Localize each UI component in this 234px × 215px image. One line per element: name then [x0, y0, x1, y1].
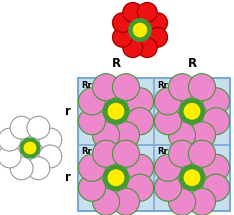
Circle shape	[112, 140, 139, 167]
Circle shape	[127, 108, 154, 135]
Circle shape	[20, 138, 40, 158]
Text: r: r	[65, 105, 71, 118]
Circle shape	[27, 116, 50, 139]
Circle shape	[103, 98, 129, 124]
Circle shape	[137, 38, 157, 57]
Text: Rr: Rr	[81, 147, 92, 157]
Circle shape	[113, 27, 132, 47]
Text: R: R	[187, 57, 197, 70]
Circle shape	[154, 174, 182, 201]
Circle shape	[113, 13, 132, 33]
Circle shape	[148, 13, 168, 33]
Circle shape	[168, 122, 196, 149]
Circle shape	[168, 74, 196, 101]
Text: r: r	[65, 171, 71, 184]
Circle shape	[154, 108, 182, 135]
Circle shape	[78, 108, 106, 135]
Circle shape	[23, 141, 37, 155]
Circle shape	[202, 154, 230, 181]
Circle shape	[127, 174, 154, 201]
Text: Rr: Rr	[81, 81, 92, 90]
Circle shape	[168, 188, 196, 215]
Circle shape	[188, 140, 216, 167]
Circle shape	[188, 188, 216, 215]
Circle shape	[112, 74, 139, 101]
Circle shape	[148, 27, 168, 47]
Circle shape	[154, 88, 182, 115]
Text: R: R	[111, 57, 121, 70]
Circle shape	[92, 188, 120, 215]
Circle shape	[123, 38, 143, 57]
Circle shape	[107, 169, 125, 187]
Circle shape	[10, 157, 33, 180]
Circle shape	[112, 188, 139, 215]
Circle shape	[127, 154, 154, 181]
Bar	[78, 78, 230, 211]
Circle shape	[78, 88, 106, 115]
Text: Rr: Rr	[157, 147, 168, 157]
Circle shape	[202, 88, 230, 115]
Circle shape	[92, 122, 120, 149]
Circle shape	[188, 74, 216, 101]
Circle shape	[202, 108, 230, 135]
Circle shape	[27, 157, 50, 180]
Circle shape	[202, 174, 230, 201]
Circle shape	[188, 122, 216, 149]
Circle shape	[0, 128, 21, 151]
Circle shape	[107, 102, 125, 120]
Circle shape	[132, 22, 148, 38]
Circle shape	[92, 140, 120, 167]
Circle shape	[123, 3, 143, 22]
Circle shape	[128, 18, 152, 41]
Circle shape	[179, 165, 205, 191]
Circle shape	[168, 140, 196, 167]
Circle shape	[92, 74, 120, 101]
Circle shape	[78, 154, 106, 181]
Circle shape	[154, 154, 182, 181]
Circle shape	[78, 174, 106, 201]
Circle shape	[179, 98, 205, 124]
Circle shape	[127, 88, 154, 115]
Circle shape	[183, 102, 201, 120]
Circle shape	[183, 169, 201, 187]
Text: Rr: Rr	[157, 81, 168, 90]
Circle shape	[103, 165, 129, 191]
Circle shape	[112, 122, 139, 149]
Circle shape	[39, 145, 62, 168]
Circle shape	[10, 116, 33, 139]
Circle shape	[0, 145, 21, 168]
Circle shape	[137, 3, 157, 22]
Circle shape	[39, 128, 62, 151]
